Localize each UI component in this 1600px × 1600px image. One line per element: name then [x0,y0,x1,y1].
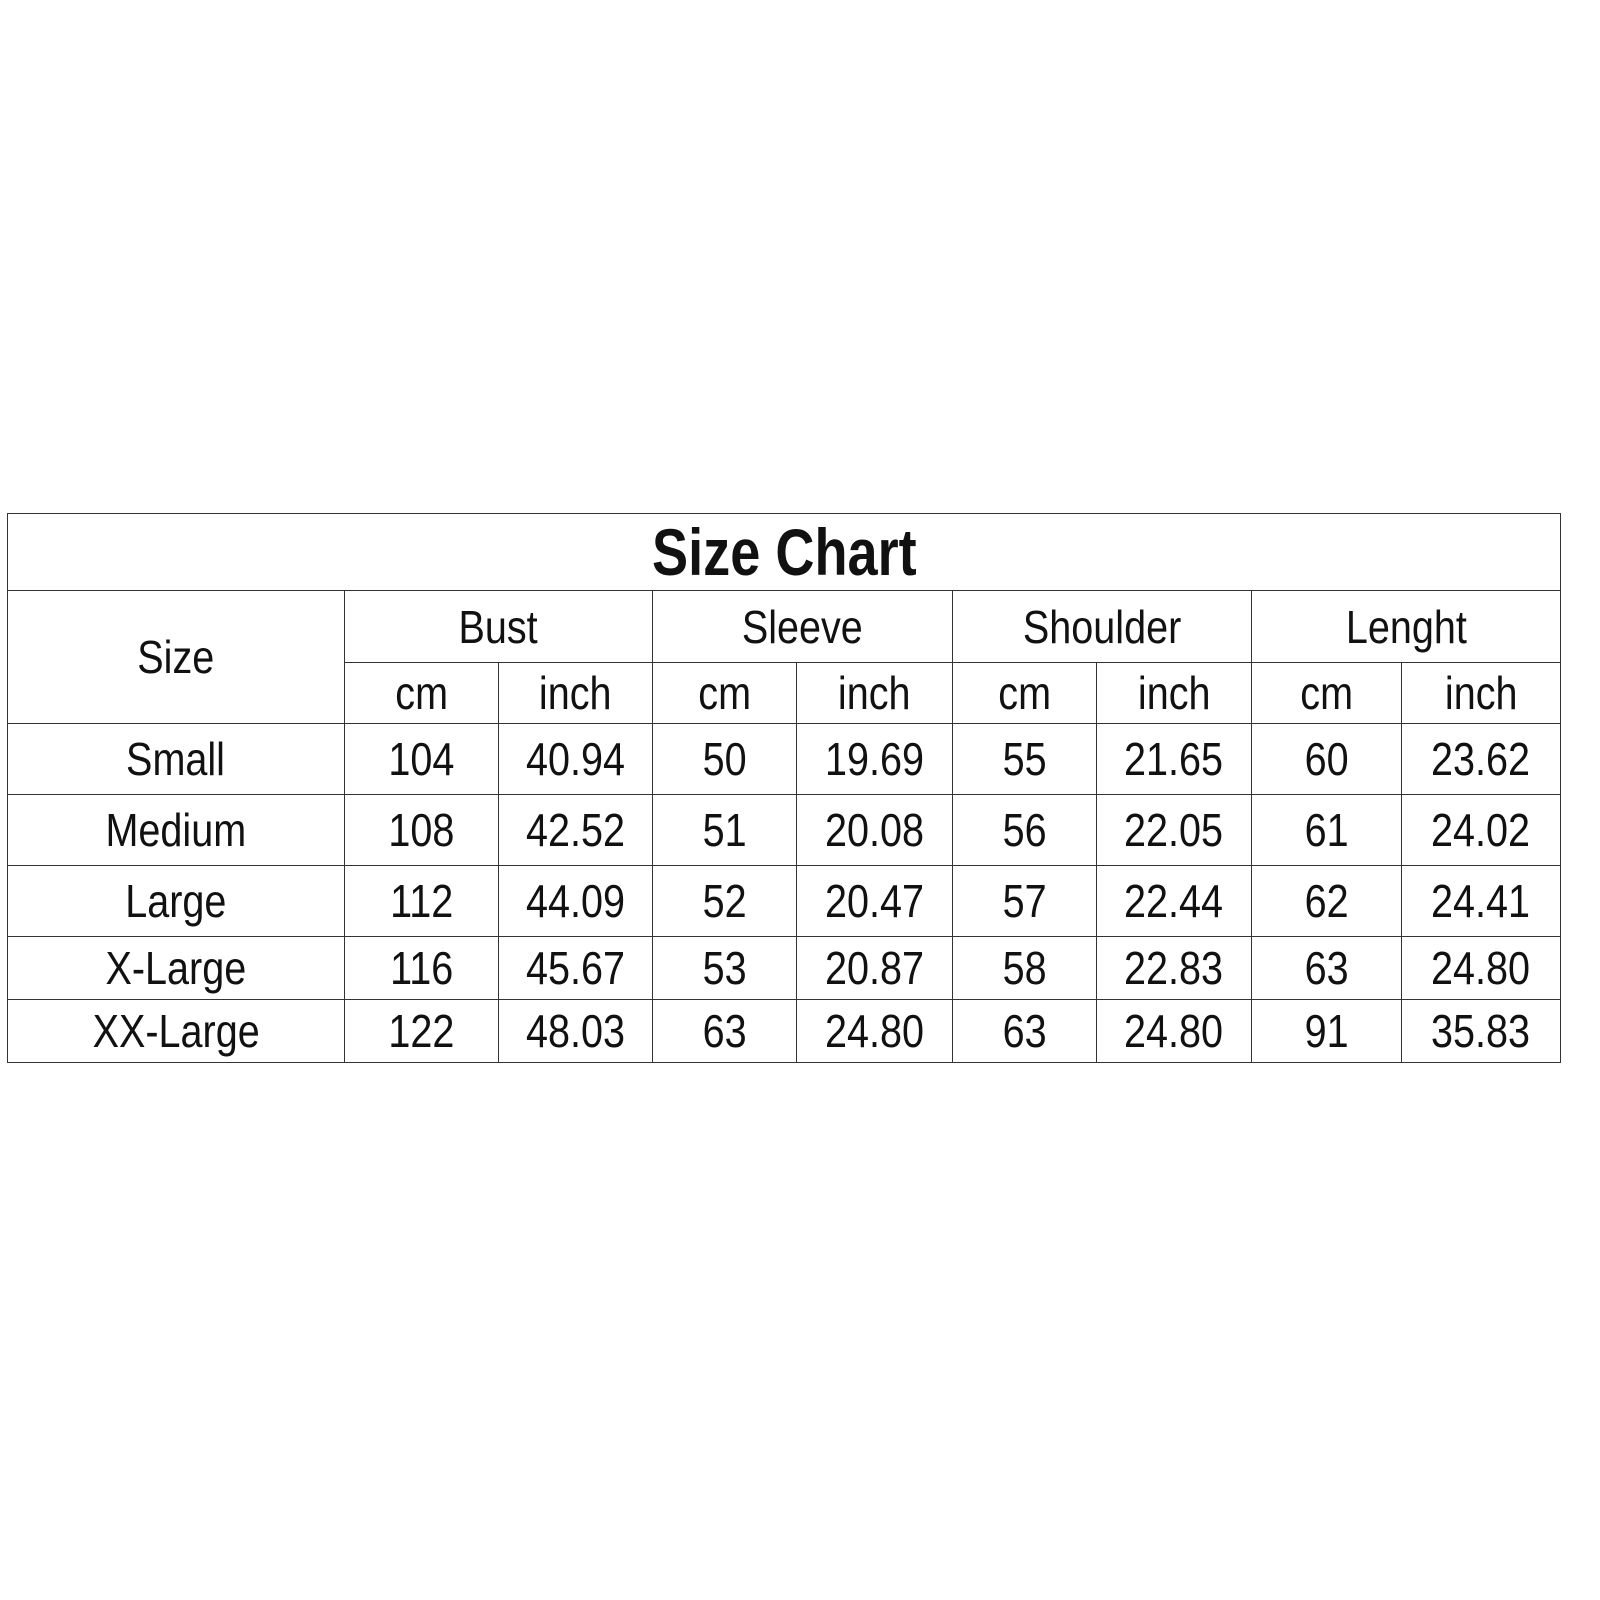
value-cell: 62 [1251,865,1402,937]
value-cell: 60 [1251,723,1402,795]
size-label: Medium [7,794,345,866]
unit-header: cm [344,662,499,724]
value-cell: 22.83 [1096,936,1252,1000]
unit-header: inch [498,662,653,724]
size-label: X-Large [7,936,345,1000]
value-cell: 91 [1251,999,1402,1063]
value-cell: 108 [344,794,499,866]
value-cell: 22.05 [1096,794,1252,866]
value-cell: 51 [652,794,797,866]
group-header: Lenght [1250,590,1562,663]
value-cell: 40.94 [498,723,653,795]
value-cell: 21.65 [1096,723,1252,795]
table-row: X-Large 116 45.67 53 20.87 58 22.83 63 24.80 [7,936,1562,1000]
value-cell: 52 [652,865,797,937]
value-cell: 35.83 [1400,999,1562,1063]
value-cell: 58 [952,936,1097,1000]
value-cell: 20.47 [796,865,953,937]
value-cell: 19.69 [796,723,953,795]
value-cell: 57 [952,865,1097,937]
value-cell: 104 [344,723,499,795]
size-header: Size [7,590,345,724]
size-label: XX-Large [7,999,345,1063]
value-cell: 42.52 [498,794,653,866]
value-cell: 24.80 [1400,936,1562,1000]
unit-header: cm [652,662,797,724]
value-cell: 112 [344,865,499,937]
value-cell: 24.02 [1400,794,1562,866]
value-cell: 24.80 [1096,999,1252,1063]
unit-header: cm [1251,662,1402,724]
table-title: Size Chart [6,513,1562,591]
value-cell: 20.08 [796,794,953,866]
group-header: Shoulder [952,590,1252,663]
value-cell: 63 [652,999,797,1063]
unit-header: inch [1400,662,1562,724]
value-cell: 122 [344,999,499,1063]
value-cell: 20.87 [796,936,953,1000]
table-row: Small 104 40.94 50 19.69 55 21.65 60 23.62 [7,723,1562,795]
table-row: Large 112 44.09 52 20.47 57 22.44 62 24.41 [7,865,1562,937]
value-cell: 53 [652,936,797,1000]
value-cell: 50 [652,723,797,795]
unit-header: inch [1096,662,1252,724]
value-cell: 116 [344,936,499,1000]
value-cell: 63 [952,999,1097,1063]
size-label: Small [7,723,345,795]
group-header: Bust [344,590,653,663]
value-cell: 63 [1251,936,1402,1000]
unit-header: cm [952,662,1097,724]
value-cell: 24.80 [796,999,953,1063]
unit-header: inch [796,662,953,724]
size-label: Large [7,865,345,937]
value-cell: 45.67 [498,936,653,1000]
value-cell: 44.09 [498,865,653,937]
value-cell: 61 [1251,794,1402,866]
value-cell: 56 [952,794,1097,866]
group-header: Sleeve [652,590,953,663]
value-cell: 22.44 [1096,865,1252,937]
value-cell: 55 [952,723,1097,795]
value-cell: 48.03 [498,999,653,1063]
value-cell: 24.41 [1400,865,1562,937]
value-cell: 23.62 [1400,723,1562,795]
table-row: XX-Large 122 48.03 63 24.80 63 24.80 91 35.83 [7,999,1562,1063]
table-row: Medium 108 42.52 51 20.08 56 22.05 61 24.02 [7,794,1562,866]
size-chart-table: Size Chart Size Bust Sleeve Shoulder Lenght… [6,513,1562,1063]
